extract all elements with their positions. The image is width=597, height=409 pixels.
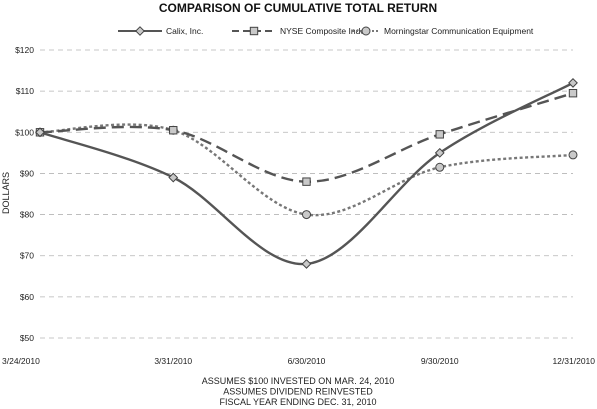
data-point [568,89,578,98]
x-tick-label: 3/24/2010 [2,356,40,366]
legend-label: NYSE Composite Index [280,26,370,36]
series-line [39,92,574,183]
data-point [302,210,311,220]
data-point [434,147,445,158]
y-axis-label: DOLLARS [1,172,11,214]
data-point [302,177,311,186]
y-tick-label: $90 [20,168,34,178]
y-axis-ticks: $50 $60 $70 $80 $90 $100 $110 $120 [15,45,34,343]
series-calix-inc [35,78,578,269]
x-tick-label: 9/30/2010 [421,356,459,366]
data-point [435,162,445,172]
series-line [39,123,574,217]
legend-marker [249,26,259,36]
y-tick-label: $50 [20,333,34,343]
legend-label: Morningstar Communication Equipment [384,26,534,36]
legend-marker [361,26,371,36]
x-tick-label: 12/31/2010 [552,356,595,366]
series-morningstar-communication-equipment [35,123,578,220]
data-point [35,127,45,138]
legend-item-calix-inc: Calix, Inc. [118,26,203,36]
x-tick-label: 3/31/2010 [154,356,192,366]
footnote: FISCAL YEAR ENDING DEC. 31, 2010 [219,397,376,407]
series-group [35,78,578,269]
data-point [301,259,312,269]
data-point [168,172,179,183]
y-tick-label: $110 [16,86,35,96]
legend-marker [135,26,145,36]
series-nyse-composite-index [35,89,578,186]
footnote: ASSUMES $100 INVESTED ON MAR. 24, 2010 [202,376,395,386]
legend-item-nyse-composite-index: NYSE Composite Index [232,26,370,36]
x-tick-label: 6/30/2010 [288,356,326,366]
chart-title: COMPARISON OF CUMULATIVE TOTAL RETURN [159,1,437,15]
footnotes: ASSUMES $100 INVESTED ON MAR. 24, 2010AS… [202,376,395,407]
footnote: ASSUMES DIVIDEND REINVESTED [223,387,373,397]
y-tick-label: $120 [15,45,34,55]
legend-item-morningstar-communication-equipment: Morningstar Communication Equipment [352,26,534,36]
legend-label: Calix, Inc. [166,26,203,36]
y-tick-label: $80 [20,210,34,220]
data-point [568,78,578,88]
y-tick-label: $60 [20,292,34,302]
data-point [568,150,578,160]
data-point [169,126,178,135]
x-axis-ticks: 3/24/2010 3/31/2010 6/30/2010 9/30/2010 12/3… [2,356,595,366]
y-tick-label: $70 [20,251,34,261]
legend: Calix, Inc. NYSE Composite Index Morningst… [118,26,534,36]
gridlines [40,49,573,339]
y-tick-label: $100 [15,127,34,137]
data-point [435,130,444,139]
